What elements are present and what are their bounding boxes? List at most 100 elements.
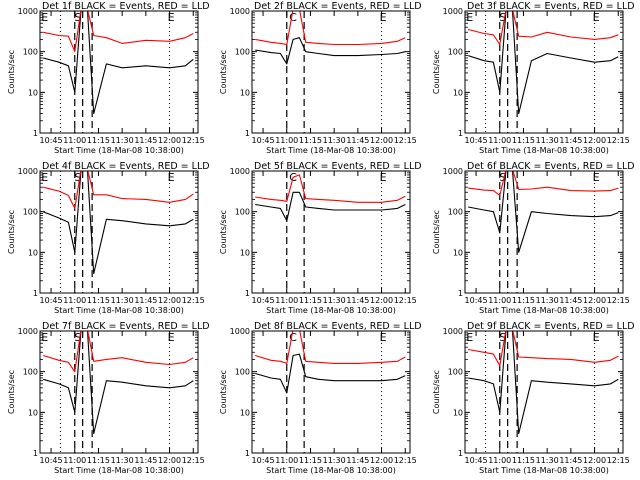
plot-frame (39, 330, 199, 454)
x-tick-label: 11:00 (275, 296, 298, 305)
y-axis-label: Counts/sec (7, 210, 16, 254)
series-line-events (255, 353, 406, 394)
x-tick-label: 10:45 (465, 456, 488, 465)
x-tick-label: 11:00 (275, 456, 298, 465)
x-tick-label: 11:15 (512, 136, 535, 145)
y-tick-label: 10 (453, 248, 463, 257)
x-tick-label: 11:45 (134, 296, 157, 305)
plot-frame (251, 170, 411, 294)
y-axis-label: Counts/sec (432, 50, 441, 94)
y-tick-label: 10 (240, 248, 250, 257)
y-tick-label: 10 (28, 408, 38, 417)
y-tick-label: 1000 (443, 167, 463, 176)
x-tick-label: 11:45 (134, 456, 157, 465)
y-tick-label: 1 (245, 289, 250, 298)
x-tick-label: 11:45 (134, 136, 157, 145)
series-line-lld (43, 331, 194, 373)
plot-frame (251, 330, 411, 454)
panel-title: Det 6f BLACK = Events, RED = LLD (467, 161, 635, 172)
x-tick-label: 11:15 (512, 296, 535, 305)
x-tick-label: 12:00 (583, 296, 606, 305)
y-axis-label: Counts/sec (219, 370, 228, 414)
panel-title: Det 1f BLACK = Events, RED = LLD (42, 1, 210, 12)
detector-panel-6: Det 6f BLACK = Events, RED = LLD Counts/s… (432, 161, 635, 315)
marker-e: E (380, 171, 387, 184)
x-tick-label: 12:00 (158, 136, 181, 145)
x-tick-label: 10:45 (40, 296, 63, 305)
x-tick-label: 11:45 (559, 296, 582, 305)
detector-panel-9: Det 9f BLACK = Events, RED = LLD Counts/s… (432, 321, 635, 475)
x-tick-label: 12:00 (583, 136, 606, 145)
x-tick-label: 12:15 (182, 296, 205, 305)
x-tick-label: 11:30 (536, 296, 559, 305)
y-tick-label: 100 (235, 208, 250, 217)
x-axis-label: Start Time (18-Mar-08 10:38:00) (54, 146, 184, 155)
y-tick-label: 1 (33, 129, 38, 138)
series-line-events (255, 37, 406, 65)
x-tick-label: 12:00 (370, 136, 393, 145)
marker-e: E (593, 331, 600, 344)
x-axis-label: Start Time (18-Mar-08 10:38:00) (479, 306, 609, 315)
marker-c: C (289, 11, 297, 24)
x-tick-label: 10:45 (40, 136, 63, 145)
x-tick-label: 11:00 (275, 136, 298, 145)
y-tick-label: 10 (28, 88, 38, 97)
y-tick-label: 1 (458, 449, 463, 458)
series-group (468, 331, 619, 435)
x-tick-label: 12:00 (583, 456, 606, 465)
x-tick-label: 12:15 (607, 136, 630, 145)
x-tick-label: 11:30 (323, 456, 346, 465)
y-axis-label: Counts/sec (7, 370, 16, 414)
plot-frame (251, 10, 411, 134)
plot-frame (39, 170, 199, 294)
marker-s: S (74, 11, 81, 24)
x-tick-label: 11:15 (87, 456, 110, 465)
y-tick-label: 1000 (18, 7, 38, 16)
x-tick-label: 11:45 (346, 456, 369, 465)
marker-e: E (168, 11, 175, 24)
x-tick-label: 12:00 (158, 456, 181, 465)
y-tick-label: 100 (23, 48, 38, 57)
marker-e: E (593, 11, 600, 24)
x-tick-label: 11:30 (111, 456, 134, 465)
y-tick-label: 1 (458, 289, 463, 298)
marker-e: E (168, 331, 175, 344)
x-tick-label: 12:15 (607, 456, 630, 465)
series-group (42, 171, 194, 275)
x-tick-label: 11:15 (299, 456, 322, 465)
series-line-lld (468, 331, 619, 367)
x-tick-label: 12:00 (370, 296, 393, 305)
series-group (255, 174, 406, 222)
series-line-events (468, 11, 619, 115)
series-line-lld (43, 11, 194, 53)
x-tick-label: 11:30 (536, 136, 559, 145)
y-tick-label: 1 (245, 129, 250, 138)
series-group (43, 11, 194, 115)
detector-panel-2: Det 2f BLACK = Events, RED = LLD Counts/s… (219, 1, 422, 155)
series-line-lld (468, 11, 619, 46)
x-tick-label: 11:30 (111, 136, 134, 145)
series-line-events (43, 11, 194, 115)
y-axis-label: Counts/sec (219, 210, 228, 254)
series-line-events (255, 191, 406, 222)
detector-panel-5: Det 5f BLACK = Events, RED = LLD Counts/s… (219, 161, 422, 315)
x-tick-label: 12:15 (182, 136, 205, 145)
x-tick-label: 12:15 (182, 456, 205, 465)
x-tick-label: 10:45 (252, 456, 275, 465)
x-tick-label: 11:00 (63, 296, 86, 305)
x-tick-label: 10:45 (465, 296, 488, 305)
panel-title: Det 7f BLACK = Events, RED = LLD (42, 321, 210, 332)
y-tick-label: 1 (458, 129, 463, 138)
marker-e: E (466, 331, 473, 344)
panel-title: Det 3f BLACK = Events, RED = LLD (467, 1, 635, 12)
y-tick-label: 1000 (230, 167, 250, 176)
series-line-lld (255, 331, 406, 364)
x-tick-label: 11:15 (87, 296, 110, 305)
x-axis-label: Start Time (18-Mar-08 10:38:00) (266, 466, 396, 475)
marker-e: E (466, 11, 473, 24)
y-tick-label: 100 (448, 208, 463, 217)
y-tick-label: 100 (235, 48, 250, 57)
x-tick-label: 12:15 (394, 296, 417, 305)
x-tick-label: 10:45 (252, 136, 275, 145)
